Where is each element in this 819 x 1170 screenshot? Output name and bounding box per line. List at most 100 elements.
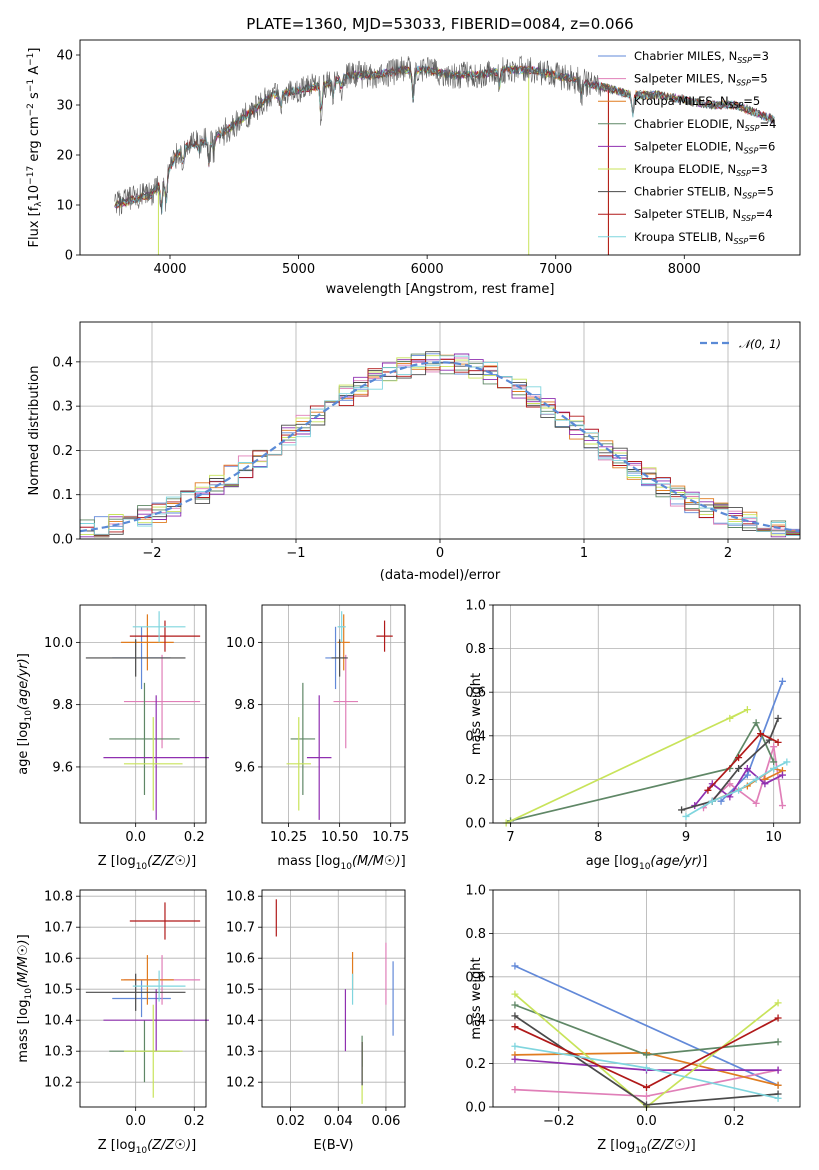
legend-entry-gaussian: 𝒩(0, 1) — [739, 337, 781, 351]
series-marker-chabrier_stelib — [774, 714, 782, 722]
y-tick-label: 10.3 — [226, 1045, 255, 1060]
series-marker-chabrier_elodie — [752, 719, 760, 727]
series-marker-salpeter_miles — [778, 802, 786, 810]
series-line-salpeter_stelib — [707, 732, 779, 791]
panel-spectrum: 4000 5000 6000 7000 8000 0 10 20 30 40 wavelength … — [26, 39, 801, 297]
x-tick-label: 0.04 — [324, 1114, 353, 1129]
text-part: SSP — [736, 169, 751, 178]
text-part: 10 — [341, 862, 353, 872]
y-tick-label: 9.6 — [52, 760, 73, 775]
y-tick-label: 10.6 — [44, 952, 73, 967]
series-marker-chabrier_stelib — [678, 806, 686, 814]
x-axis-label: wavelength [Angstrom, rest frame] — [326, 282, 555, 297]
legend-entry-chabrier_miles: Chabrier MILES, NSSP=3 — [634, 49, 769, 65]
text-part: ] — [191, 1138, 196, 1153]
x-tick-label: 0 — [436, 546, 444, 561]
text-part: =4 — [760, 117, 777, 131]
series-marker-chabrier_stelib — [735, 765, 743, 772]
axes-frame — [492, 889, 801, 1108]
panel-age_vs_mass: 10.25 10.50 10.75 9.6 9.8 10.0 mass [log10(M/M… — [226, 604, 409, 872]
y-tick-label: 40 — [56, 49, 73, 64]
y-tick-label: 0.6 — [465, 970, 486, 985]
y-tick-label: 0.0 — [465, 817, 486, 832]
text-part: =5 — [751, 72, 768, 86]
legend-entry-chabrier_elodie: Chabrier ELODIE, NSSP=4 — [634, 117, 776, 133]
text-part: =3 — [751, 162, 768, 176]
x-axis-label: (data-model)/error — [380, 568, 501, 583]
y-tick-label: 10.4 — [44, 1014, 73, 1029]
series-marker-salpeter_stelib — [511, 1023, 519, 1031]
x-tick-label: 7 — [506, 830, 514, 845]
text-part: ] — [702, 854, 707, 869]
x-tick-label: 6000 — [411, 262, 444, 277]
text-part: Kroupa MILES, N — [634, 94, 729, 108]
series-line-chabrier_elodie — [510, 720, 775, 822]
axes-frame — [261, 604, 406, 824]
text-part: Salpeter ELODIE, N — [634, 139, 744, 153]
x-tick-label: 10.75 — [372, 830, 409, 845]
y-tick-label: 10.4 — [226, 1014, 255, 1029]
x-tick-label: −0.2 — [543, 1114, 575, 1129]
series-marker-salpeter_miles — [643, 1092, 650, 1100]
series-marker-chabrier_elodie — [770, 758, 778, 766]
x-axis-label: E(B-V) — [313, 1138, 353, 1153]
text-part: age [log — [16, 722, 31, 775]
y-tick-label: 9.8 — [52, 698, 73, 713]
panel-age_vs_Z: 0.0 0.29.69.810.0Z [log10(Z/Z☉)]age [log1… — [16, 604, 209, 872]
series-marker-kroupa_stelib — [643, 1064, 650, 1072]
legend-entry-kroupa_miles: Kroupa MILES, NSSP=5 — [634, 94, 760, 110]
text-part: ] — [191, 854, 196, 869]
series-marker-salpeter_stelib — [735, 754, 743, 762]
text-part: SSP — [737, 56, 752, 65]
text-part: A — [27, 66, 42, 79]
legend-entry-chabrier_stelib: Chabrier STELIB, NSSP=5 — [634, 185, 774, 201]
text-part: ] — [401, 854, 406, 869]
x-tick-label: 2 — [724, 546, 732, 561]
y-tick-label: 0.4 — [465, 1014, 486, 1029]
text-part: =6 — [748, 230, 765, 244]
series-line-kroupa_stelib — [685, 761, 788, 818]
y-tick-label: 10.7 — [226, 921, 255, 936]
text-part: log — [615, 1138, 635, 1153]
x-tick-label: 10 — [765, 830, 782, 845]
text-part: (Z/Z☉) — [147, 1138, 191, 1153]
y-tick-label: 10.0 — [44, 636, 73, 651]
series-marker-chabrier_elodie — [774, 1038, 782, 1046]
x-tick-label: 10.25 — [270, 830, 307, 845]
y-axis-label: Flux [fλ10−17 erg cm−2 s−1 A−1] — [26, 48, 44, 248]
panel-mass_vs_Z: 0.0 0.2 10.2 10.3 10.4 10.5 10.6 10.7 10.8 Z [log… — [16, 889, 209, 1156]
y-tick-label: 0.8 — [465, 927, 486, 942]
text-part: Z [ — [98, 1138, 116, 1153]
y-tick-label: 10.8 — [226, 890, 255, 905]
text-part: −2 — [26, 103, 36, 116]
text-part: s — [27, 92, 42, 103]
legend-entry-salpeter_elodie: Salpeter ELODIE, NSSP=6 — [634, 139, 775, 155]
text-part: (age/yr) — [650, 854, 702, 869]
series-line-kroupa_elodie — [505, 708, 748, 824]
series-marker-kroupa_elodie — [774, 999, 782, 1007]
y-tick-label: 10.5 — [226, 983, 255, 998]
y-tick-label: 9.8 — [234, 698, 255, 713]
y-tick-label: 20 — [56, 149, 73, 164]
x-tick-label: 0.02 — [276, 1114, 305, 1129]
text-part: −1 — [26, 79, 36, 92]
axes-frame — [79, 321, 801, 540]
y-tick-label: 10.8 — [44, 890, 73, 905]
legend-entry-kroupa_stelib: Kroupa STELIB, NSSP=6 — [634, 230, 765, 246]
gaussian-curve — [79, 361, 801, 533]
text-part: Flux [f — [27, 206, 42, 247]
series-marker-salpeter_miles — [770, 743, 778, 751]
x-tick-label: 0.2 — [184, 1114, 205, 1129]
text-part: Kroupa ELODIE, N — [634, 162, 736, 176]
x-tick-label: 4000 — [153, 262, 186, 277]
panel-residuals: −2 −1 0 1 2 0.0 0.1 0.2 0.3 0.4 (data-model)/error… — [27, 321, 801, 583]
text-part: SSP — [745, 124, 760, 133]
y-tick-label: 0.2 — [52, 444, 73, 459]
x-tick-label: −2 — [142, 546, 161, 561]
text-part: −1 — [26, 53, 36, 66]
text-part: 10 — [27, 185, 42, 202]
x-axis-label: Z [log10(Z/Z☉)] — [597, 1138, 695, 1156]
y-tick-label: 10.0 — [226, 636, 255, 651]
text-part: λ — [34, 201, 44, 207]
